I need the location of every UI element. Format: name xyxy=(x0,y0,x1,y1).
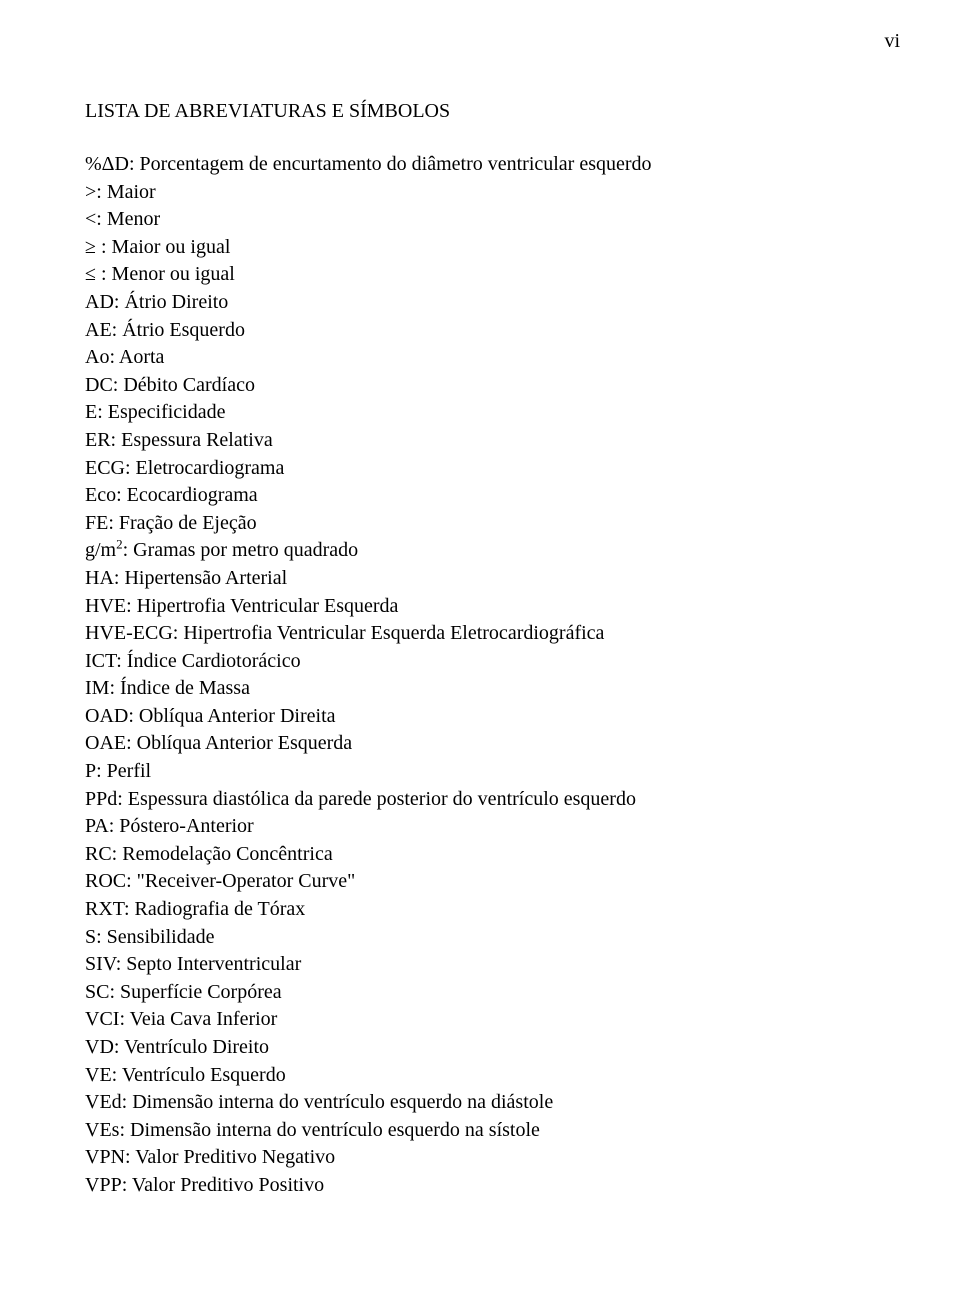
abbreviation-entry: VD: Ventrículo Direito xyxy=(85,1034,875,1062)
abbreviation-entry: ER: Espessura Relativa xyxy=(85,427,875,455)
abbreviation-entry: >: Maior xyxy=(85,179,875,207)
abbreviation-list: %ΔD: Porcentagem de encurtamento do diâm… xyxy=(85,151,875,1200)
abbreviation-entry: ROC: "Receiver-Operator Curve" xyxy=(85,868,875,896)
abbreviation-entry: VE: Ventrículo Esquerdo xyxy=(85,1062,875,1090)
abbreviation-entry: SC: Superfície Corpórea xyxy=(85,979,875,1007)
abbreviation-entry: Ao: Aorta xyxy=(85,344,875,372)
abbreviation-entry: ICT: Índice Cardiotorácico xyxy=(85,648,875,676)
abbreviation-entry: AD: Átrio Direito xyxy=(85,289,875,317)
page-container: vi LISTA DE ABREVIATURAS E SÍMBOLOS %ΔD:… xyxy=(0,0,960,1307)
abbreviation-entry: RXT: Radiografia de Tórax xyxy=(85,896,875,924)
page-number: vi xyxy=(884,30,900,53)
abbreviation-entry: VPP: Valor Preditivo Positivo xyxy=(85,1172,875,1200)
abbreviation-entry: PPd: Espessura diastólica da parede post… xyxy=(85,786,875,814)
abbreviation-entry: IM: Índice de Massa xyxy=(85,675,875,703)
abbreviation-entry: SIV: Septo Interventricular xyxy=(85,951,875,979)
abbreviation-entry: HVE-ECG: Hipertrofia Ventricular Esquerd… xyxy=(85,620,875,648)
abbreviation-entry: ≤ : Menor ou igual xyxy=(85,261,875,289)
abbreviation-entry: VEd: Dimensão interna do ventrículo esqu… xyxy=(85,1089,875,1117)
abbreviation-entry: VEs: Dimensão interna do ventrículo esqu… xyxy=(85,1117,875,1145)
abbreviation-entry: PA: Póstero-Anterior xyxy=(85,813,875,841)
abbreviation-entry: S: Sensibilidade xyxy=(85,924,875,952)
abbreviation-entry: Eco: Ecocardiograma xyxy=(85,482,875,510)
abbreviation-entry: ≥ : Maior ou igual xyxy=(85,234,875,262)
page-title: LISTA DE ABREVIATURAS E SÍMBOLOS xyxy=(85,100,875,123)
abbreviation-entry: HA: Hipertensão Arterial xyxy=(85,565,875,593)
abbreviation-entry: g/m2: Gramas por metro quadrado xyxy=(85,537,875,565)
abbreviation-entry: P: Perfil xyxy=(85,758,875,786)
abbreviation-entry: AE: Átrio Esquerdo xyxy=(85,317,875,345)
abbreviation-entry: HVE: Hipertrofia Ventricular Esquerda xyxy=(85,593,875,621)
abbreviation-entry: DC: Débito Cardíaco xyxy=(85,372,875,400)
abbreviation-entry: VPN: Valor Preditivo Negativo xyxy=(85,1144,875,1172)
abbreviation-entry: OAD: Oblíqua Anterior Direita xyxy=(85,703,875,731)
abbreviation-entry: OAE: Oblíqua Anterior Esquerda xyxy=(85,730,875,758)
abbreviation-entry: RC: Remodelação Concêntrica xyxy=(85,841,875,869)
abbreviation-entry: %ΔD: Porcentagem de encurtamento do diâm… xyxy=(85,151,875,179)
abbreviation-entry: VCI: Veia Cava Inferior xyxy=(85,1006,875,1034)
abbreviation-entry: ECG: Eletrocardiograma xyxy=(85,455,875,483)
abbreviation-entry: FE: Fração de Ejeção xyxy=(85,510,875,538)
abbreviation-entry: <: Menor xyxy=(85,206,875,234)
abbreviation-entry: E: Especificidade xyxy=(85,399,875,427)
